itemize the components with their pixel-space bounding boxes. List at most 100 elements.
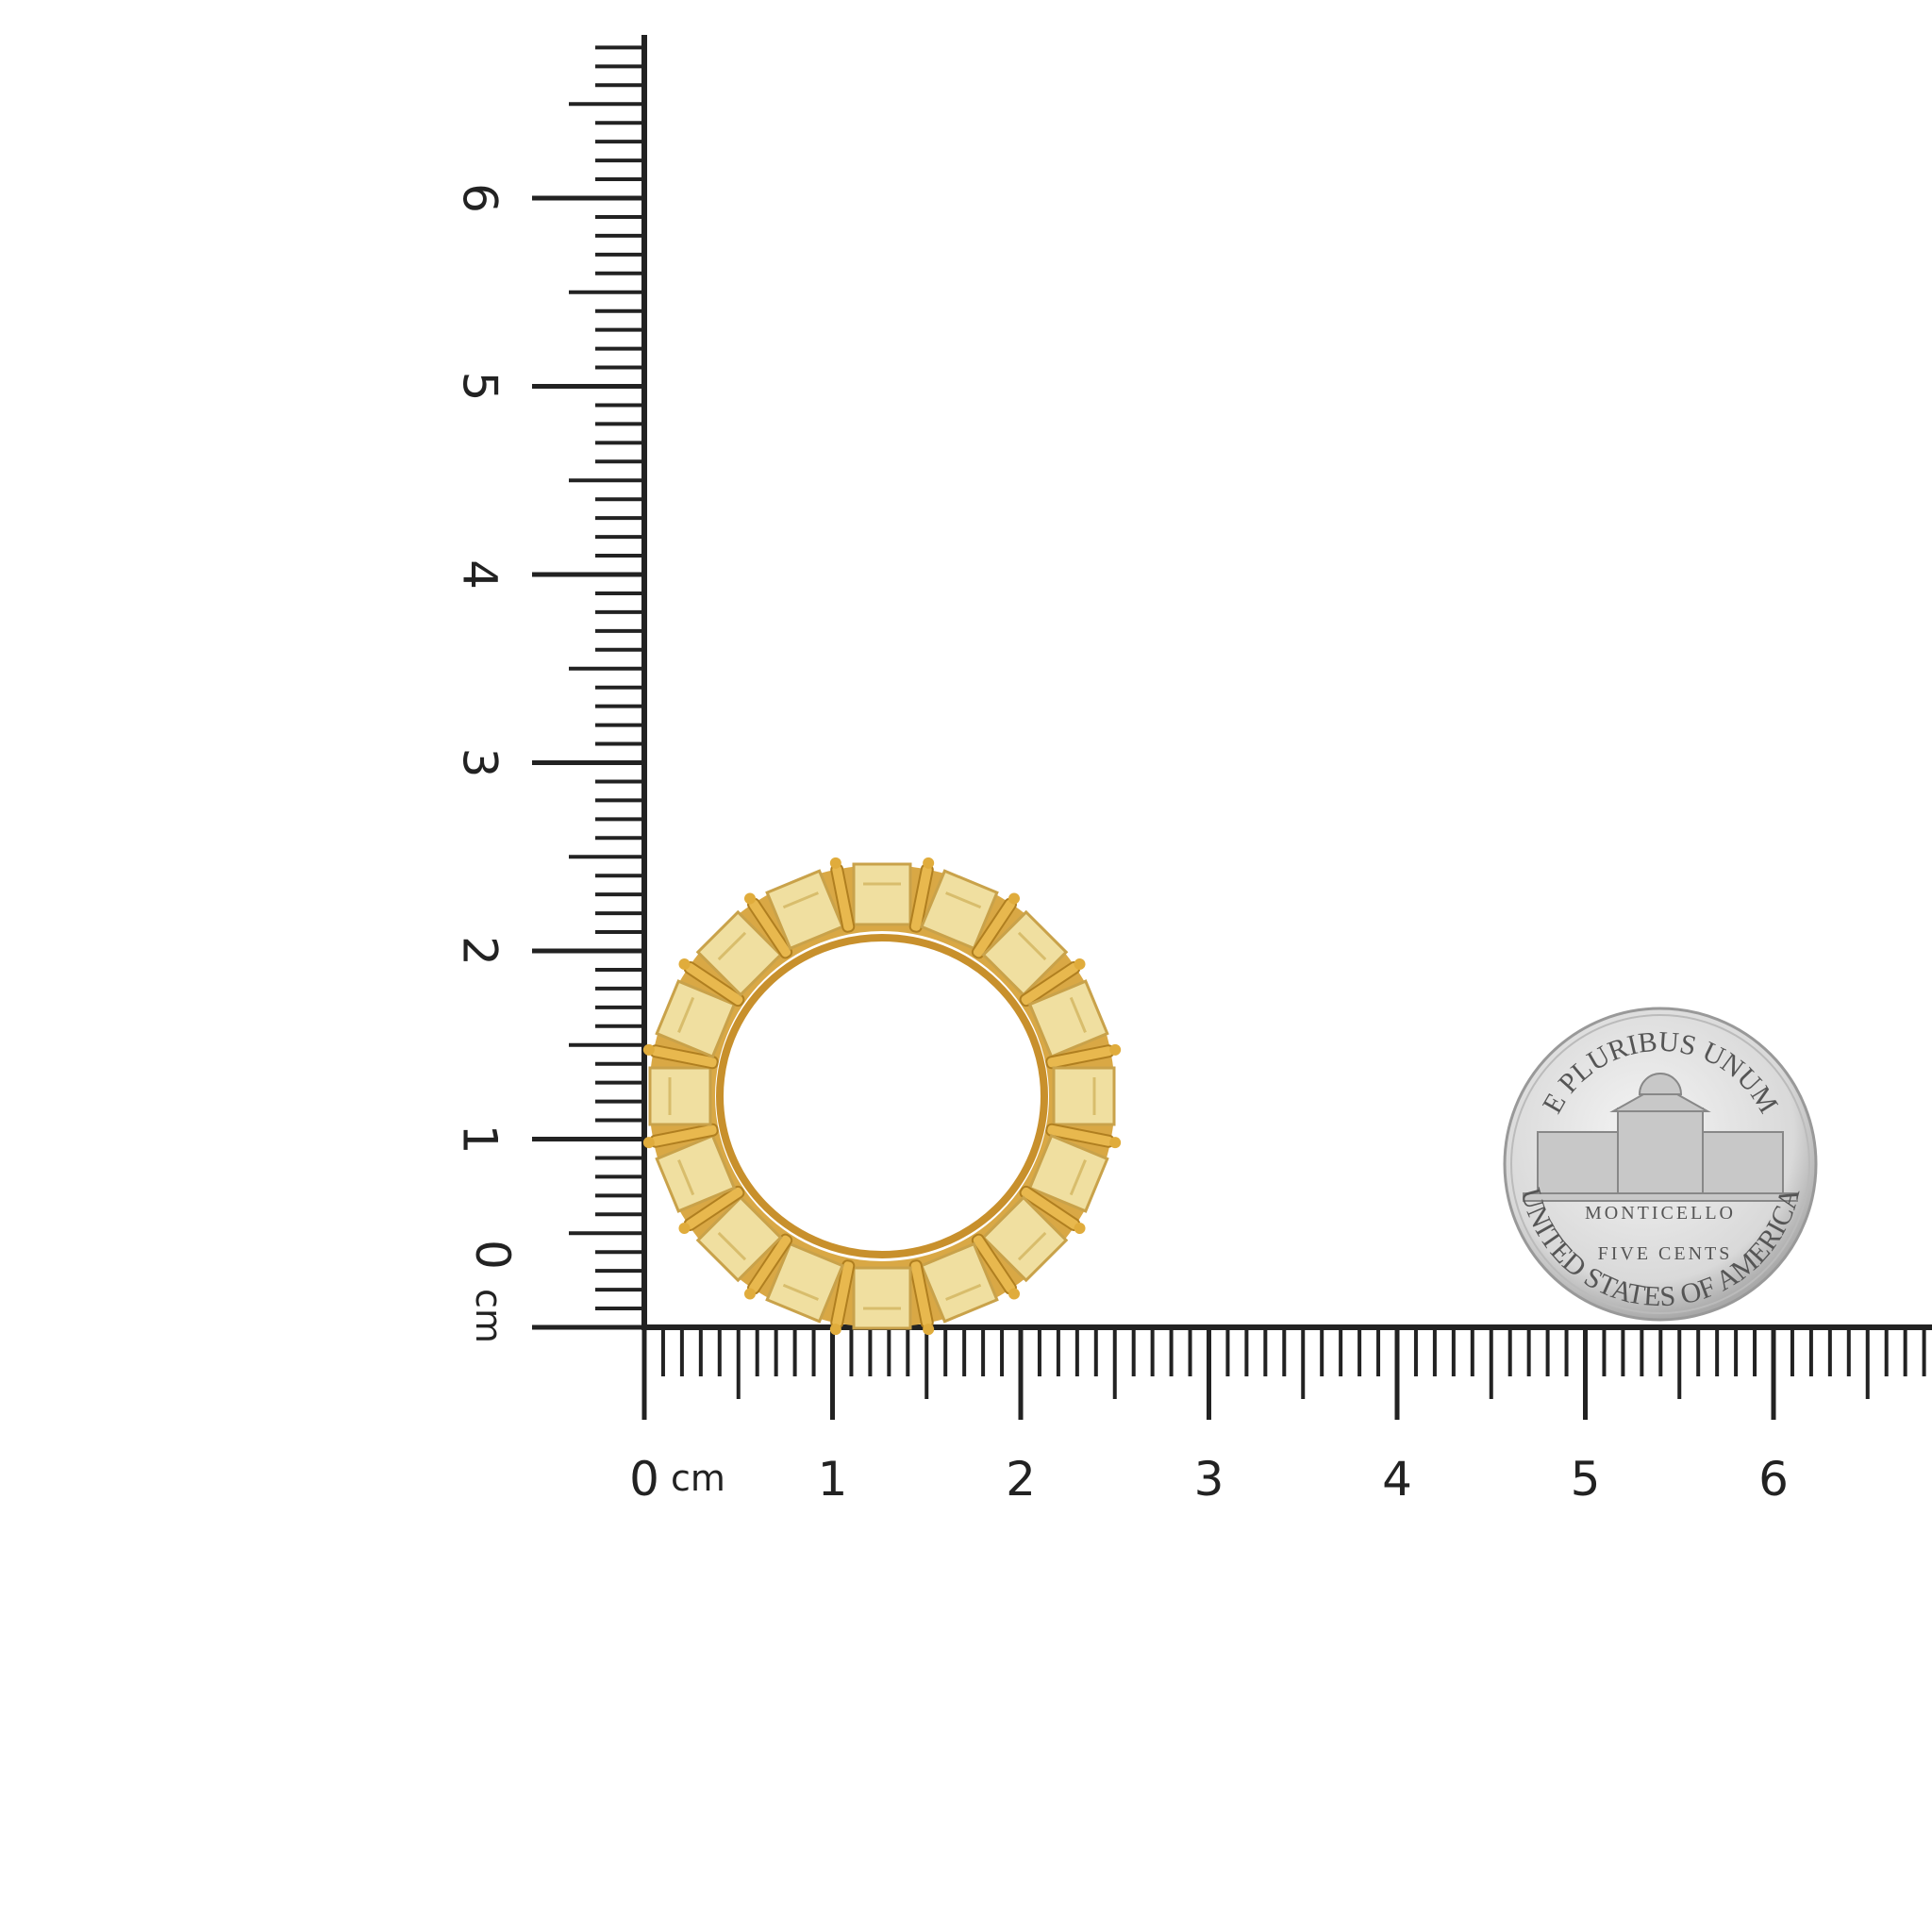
prong-tip — [642, 1137, 655, 1149]
v-label: 4 — [453, 559, 508, 590]
stone-face — [765, 869, 845, 951]
prong — [743, 892, 793, 959]
v-label: 2 — [453, 936, 508, 966]
stone — [1027, 1133, 1109, 1213]
v-unit-label: cm — [468, 1289, 509, 1343]
stone — [981, 909, 1069, 997]
v-zero-label: 0 — [465, 1240, 520, 1270]
h-label: 6 — [1758, 1452, 1789, 1507]
prong-tip — [829, 857, 841, 869]
stone-face — [648, 1066, 712, 1126]
coin-rim — [1510, 1014, 1810, 1314]
ring — [642, 857, 1122, 1336]
v-label: 3 — [453, 748, 508, 778]
stone — [655, 979, 737, 1059]
v-label: 1 — [453, 1124, 508, 1155]
stone-facet — [1017, 1231, 1047, 1261]
prong-tip — [1008, 892, 1021, 905]
prong-tip — [1074, 1223, 1086, 1235]
stone — [648, 1066, 712, 1126]
stone-facet — [945, 891, 982, 909]
h-label: 5 — [1571, 1452, 1601, 1507]
stone-face — [852, 1266, 912, 1330]
stone — [1027, 979, 1109, 1059]
prong — [829, 1259, 856, 1336]
stone — [981, 1195, 1069, 1283]
stone-facet — [782, 891, 819, 909]
prong-tip — [1109, 1137, 1122, 1149]
v-label: 5 — [453, 372, 508, 402]
stone-face — [655, 979, 737, 1059]
prong — [678, 958, 745, 1008]
prong — [1019, 1185, 1086, 1235]
stone-facet — [782, 1283, 819, 1301]
prong-tip — [1109, 1043, 1122, 1056]
coin-building-text: MONTICELLO — [1585, 1203, 1736, 1224]
prong — [971, 892, 1021, 959]
prong — [743, 1233, 793, 1300]
rulers: 0 cm 0 cm 1 2 3 4 5 6 1 2 3 4 5 6 — [453, 35, 1932, 1507]
coin: E PLURIBUS UNUM MONTICELLO FIVE CENTS UN… — [1503, 1007, 1818, 1322]
h-zero-label: 0 — [629, 1452, 659, 1507]
stone-facet — [717, 931, 747, 961]
stone-face — [981, 909, 1069, 997]
stone-facet — [677, 996, 695, 1033]
prong — [971, 1233, 1021, 1300]
stone — [765, 1241, 845, 1324]
ring-inner — [716, 934, 1048, 1258]
building-dome — [1638, 1073, 1683, 1095]
prong — [642, 1123, 719, 1149]
prong — [908, 1259, 935, 1336]
stone — [852, 1266, 912, 1330]
prong — [908, 857, 935, 933]
building-portico — [1617, 1108, 1704, 1194]
stone-facet — [1069, 996, 1087, 1033]
prong-tip — [642, 1043, 655, 1056]
stone-face — [765, 1241, 845, 1324]
building-pediment — [1609, 1083, 1711, 1112]
prong-tip — [743, 892, 756, 905]
stone-facet — [1017, 931, 1047, 961]
stone-face — [695, 1195, 783, 1283]
prong-tip — [678, 1223, 691, 1235]
stone — [655, 1133, 737, 1213]
prong-tip — [923, 857, 935, 869]
stone-face — [655, 1133, 737, 1213]
h-label: 1 — [818, 1452, 848, 1507]
stone-face — [981, 1195, 1069, 1283]
prong — [678, 1185, 745, 1235]
coin-value-text: FIVE CENTS — [1598, 1243, 1733, 1264]
prong-tip — [678, 958, 691, 970]
stone — [695, 1195, 783, 1283]
stone — [765, 869, 845, 951]
stone-facet — [717, 1231, 747, 1261]
stone-facet — [677, 1159, 695, 1196]
h-unit-label: cm — [671, 1457, 725, 1499]
prong — [1045, 1043, 1122, 1070]
h-label: 2 — [1006, 1452, 1036, 1507]
h-label: 3 — [1194, 1452, 1224, 1507]
building-base — [1523, 1192, 1798, 1202]
stone — [919, 1241, 999, 1324]
monticello — [1523, 1073, 1798, 1202]
stone-face — [852, 862, 912, 926]
prong-tip — [829, 1324, 841, 1336]
prong — [1045, 1123, 1122, 1149]
stone-face — [1027, 979, 1109, 1059]
prong-tip — [1008, 1288, 1021, 1300]
prong — [829, 857, 856, 933]
stone — [852, 862, 912, 926]
stone-face — [695, 909, 783, 997]
stone — [695, 909, 783, 997]
stone-facet — [1069, 1159, 1087, 1196]
v-label: 6 — [453, 183, 508, 213]
stone-face — [919, 869, 999, 951]
stone-facet — [945, 1283, 982, 1301]
stone-face — [1027, 1133, 1109, 1213]
stone — [919, 869, 999, 951]
stone-face — [919, 1241, 999, 1324]
prong — [642, 1043, 719, 1070]
prong-tip — [923, 1324, 935, 1336]
